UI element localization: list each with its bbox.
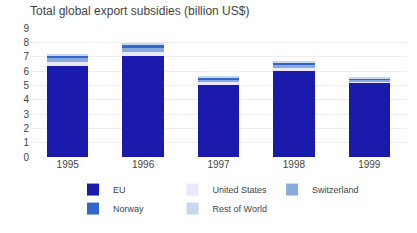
svg-text:1: 1 xyxy=(23,137,29,148)
svg-text:1996: 1996 xyxy=(132,159,155,170)
svg-text:1995: 1995 xyxy=(57,159,80,170)
svg-text:4: 4 xyxy=(23,94,29,105)
svg-text:3: 3 xyxy=(23,109,29,120)
svg-text:United States: United States xyxy=(213,185,268,195)
svg-text:Norway: Norway xyxy=(113,204,144,214)
svg-text:2: 2 xyxy=(23,123,29,134)
svg-text:Rest of World: Rest of World xyxy=(213,204,267,214)
svg-text:5: 5 xyxy=(23,80,29,91)
svg-text:7: 7 xyxy=(23,51,29,62)
svg-text:EU: EU xyxy=(113,185,126,195)
svg-text:9: 9 xyxy=(23,23,29,34)
svg-text:0: 0 xyxy=(23,152,29,163)
svg-text:1997: 1997 xyxy=(207,159,230,170)
svg-text:8: 8 xyxy=(23,37,29,48)
svg-text:1998: 1998 xyxy=(283,159,306,170)
svg-text:1999: 1999 xyxy=(358,159,381,170)
svg-text:Total global export subsidies: Total global export subsidies (billion U… xyxy=(30,4,249,18)
svg-text:6: 6 xyxy=(23,66,29,77)
svg-text:Switzerland: Switzerland xyxy=(312,185,359,195)
